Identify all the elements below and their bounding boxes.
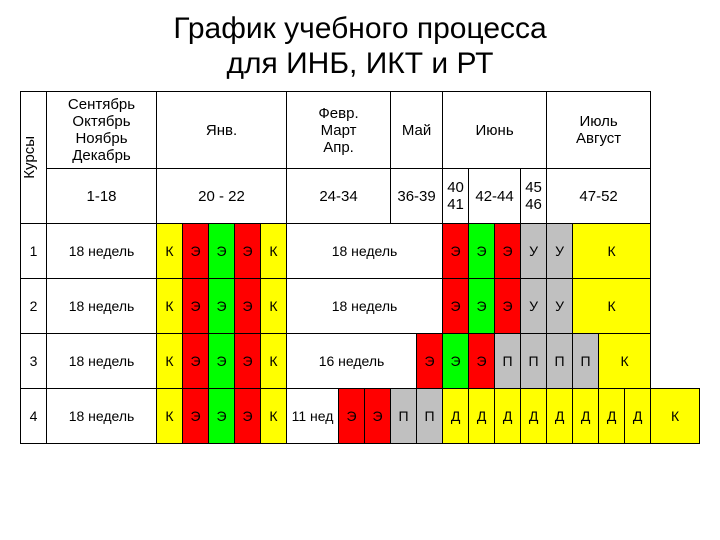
cell: К bbox=[651, 389, 700, 444]
cell: 18 недель bbox=[287, 224, 443, 279]
cell: Э bbox=[183, 334, 209, 389]
cell: Э bbox=[495, 279, 521, 334]
cell: Э bbox=[469, 334, 495, 389]
cell: К bbox=[573, 224, 651, 279]
cell: У bbox=[547, 224, 573, 279]
row-num: 1 bbox=[21, 224, 47, 279]
cell: Э bbox=[469, 279, 495, 334]
title-line1: График учебного процесса bbox=[173, 12, 546, 45]
hdr-weeks-5: 4041 bbox=[443, 169, 469, 224]
cell: Э bbox=[209, 224, 235, 279]
hdr-weeks-2: 20 - 22 bbox=[157, 169, 287, 224]
hdr-weeks-7: 4546 bbox=[521, 169, 547, 224]
cell: Э bbox=[183, 279, 209, 334]
cell: П bbox=[573, 334, 599, 389]
cell: Э bbox=[443, 334, 469, 389]
row-num: 2 bbox=[21, 279, 47, 334]
cell: Э bbox=[209, 279, 235, 334]
cell: К bbox=[573, 279, 651, 334]
cell: Д bbox=[495, 389, 521, 444]
cell: У bbox=[547, 279, 573, 334]
cell: П bbox=[391, 389, 417, 444]
hdr-months-5: Июнь bbox=[443, 92, 547, 169]
cell: Д bbox=[547, 389, 573, 444]
cell: Д bbox=[469, 389, 495, 444]
hdr-weeks-8: 47-52 bbox=[547, 169, 651, 224]
cell: К bbox=[599, 334, 651, 389]
title-line2: для ИНБ, ИКТ и РТ bbox=[227, 47, 494, 80]
cell: Э bbox=[235, 334, 261, 389]
cell: Э bbox=[183, 224, 209, 279]
cell: Э bbox=[235, 224, 261, 279]
row-num: 3 bbox=[21, 334, 47, 389]
row-first-col: 18 недель bbox=[47, 334, 157, 389]
cell: Д bbox=[521, 389, 547, 444]
side-header: Курсы bbox=[21, 92, 47, 224]
cell: П bbox=[521, 334, 547, 389]
hdr-months-2: Янв. bbox=[157, 92, 287, 169]
cell: Э bbox=[235, 279, 261, 334]
cell: Д bbox=[573, 389, 599, 444]
row-first-col: 18 недель bbox=[47, 224, 157, 279]
cell: Э bbox=[365, 389, 391, 444]
cell: Э bbox=[339, 389, 365, 444]
row-num: 4 bbox=[21, 389, 47, 444]
page-title: График учебного процесса для ИНБ, ИКТ и … bbox=[20, 12, 700, 81]
cell: Э bbox=[235, 389, 261, 444]
hdr-months-3: Февр.МартАпр. bbox=[287, 92, 391, 169]
cell: Э bbox=[469, 224, 495, 279]
schedule-table: Курсы СентябрьОктябрьНоябрьДекабрьЯнв.Фев… bbox=[20, 91, 700, 444]
cell: Э bbox=[495, 224, 521, 279]
cell: Э bbox=[443, 279, 469, 334]
cell: К bbox=[261, 279, 287, 334]
cell: Э bbox=[209, 334, 235, 389]
cell: Э bbox=[183, 389, 209, 444]
cell: К bbox=[157, 279, 183, 334]
cell: 11 нед bbox=[287, 389, 339, 444]
cell: Д bbox=[599, 389, 625, 444]
cell: 16 недель bbox=[287, 334, 417, 389]
cell: К bbox=[261, 389, 287, 444]
cell: Э bbox=[443, 224, 469, 279]
cell: К bbox=[157, 334, 183, 389]
cell: К bbox=[157, 389, 183, 444]
hdr-months-1: СентябрьОктябрьНоябрьДекабрь bbox=[47, 92, 157, 169]
cell: П bbox=[495, 334, 521, 389]
cell: К bbox=[261, 224, 287, 279]
cell: Д bbox=[625, 389, 651, 444]
cell: Э bbox=[417, 334, 443, 389]
cell: 18 недель bbox=[287, 279, 443, 334]
cell: У bbox=[521, 224, 547, 279]
cell: К bbox=[157, 224, 183, 279]
hdr-months-4: Май bbox=[391, 92, 443, 169]
cell: П bbox=[417, 389, 443, 444]
courses-label: Курсы bbox=[21, 132, 38, 183]
hdr-weeks-6: 42-44 bbox=[469, 169, 521, 224]
cell: Д bbox=[443, 389, 469, 444]
row-first-col: 18 недель bbox=[47, 389, 157, 444]
cell: У bbox=[521, 279, 547, 334]
hdr-months-6: ИюльАвгуст bbox=[547, 92, 651, 169]
hdr-weeks-1: 1-18 bbox=[47, 169, 157, 224]
hdr-weeks-4: 36-39 bbox=[391, 169, 443, 224]
cell: К bbox=[261, 334, 287, 389]
cell: П bbox=[547, 334, 573, 389]
cell: Э bbox=[209, 389, 235, 444]
row-first-col: 18 недель bbox=[47, 279, 157, 334]
hdr-weeks-3: 24-34 bbox=[287, 169, 391, 224]
